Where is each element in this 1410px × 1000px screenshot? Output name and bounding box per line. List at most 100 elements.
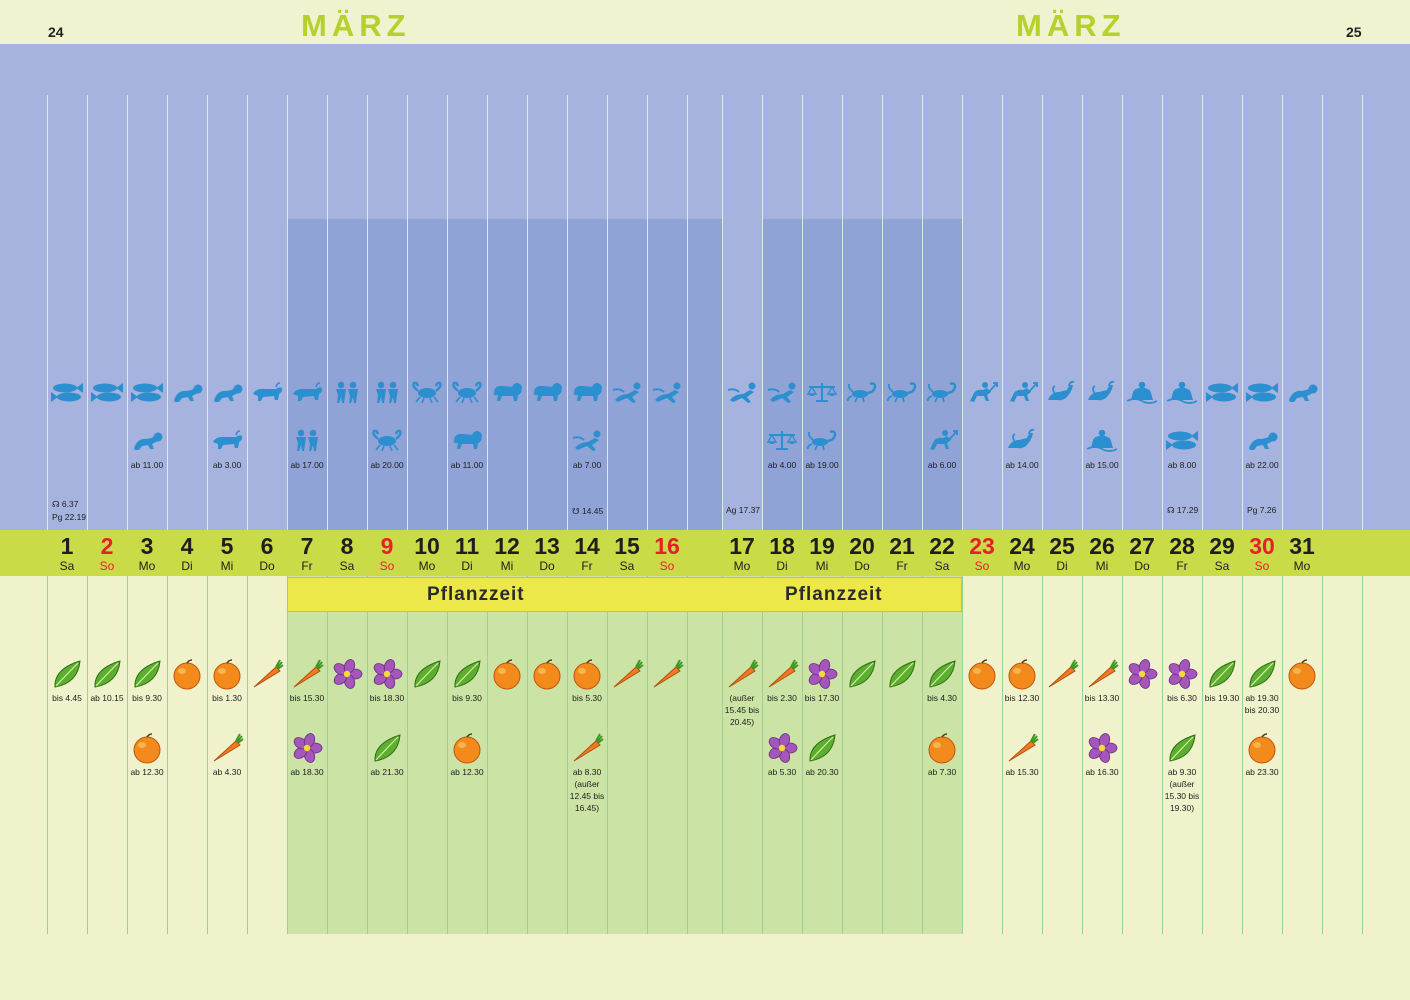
day-name: Sa	[1214, 559, 1230, 573]
fruit-icon	[170, 657, 204, 691]
day-number: 21	[889, 533, 915, 559]
grid-line	[922, 95, 923, 530]
virgo-icon	[570, 428, 604, 452]
fruit-icon	[210, 657, 244, 691]
day-number: 23	[969, 533, 995, 559]
plant-time-label: bis 2.30	[767, 693, 797, 703]
plant-time-label: ab 9.30 (außer 15.30 bis 19.30)	[1164, 767, 1200, 813]
grid-line	[762, 95, 763, 530]
zodiac-change-time: ab 4.00	[767, 460, 797, 470]
grid-line	[167, 576, 168, 934]
grid-line	[487, 576, 488, 934]
day-cell: 2 So	[87, 530, 127, 576]
day-cell: 31 Mo	[1282, 530, 1322, 576]
zodiac-change-time: ab 3.00	[212, 460, 242, 470]
fruit-icon	[1285, 657, 1319, 691]
root-icon	[1045, 657, 1079, 691]
day-number: 24	[1009, 533, 1035, 559]
grid-line	[127, 576, 128, 934]
flower-icon	[330, 657, 364, 691]
leaf-icon	[845, 657, 879, 691]
gemini-icon	[370, 380, 404, 404]
fruit-icon	[965, 657, 999, 691]
aquarius-icon	[1085, 428, 1119, 452]
grid-line	[47, 576, 48, 934]
day-name: Fr	[1176, 559, 1188, 573]
capricorn-icon	[1005, 428, 1039, 452]
zodiac-change-time: ab 14.00	[1005, 460, 1039, 470]
virgo-icon	[725, 380, 759, 404]
grid-line	[407, 576, 408, 934]
day-number: 13	[534, 533, 560, 559]
capricorn-icon	[1045, 380, 1079, 404]
flower-icon	[765, 731, 799, 765]
aries-icon	[170, 380, 204, 404]
day-number: 27	[1129, 533, 1155, 559]
grid-line	[367, 576, 368, 934]
pisces-icon	[1245, 380, 1279, 404]
zodiac-change-time: ab 11.00	[130, 460, 164, 470]
grid-line	[527, 576, 528, 934]
plant-time-label: bis 19.30	[1204, 693, 1240, 703]
grid-line	[647, 95, 648, 530]
root-icon	[610, 657, 644, 691]
grid-line	[1362, 95, 1363, 530]
plant-time-label: bis 18.30	[369, 693, 405, 703]
grid-line	[207, 576, 208, 934]
grid-line	[1202, 576, 1203, 934]
grid-line	[1082, 95, 1083, 530]
grid-line	[1242, 576, 1243, 934]
day-cell: 21 Fr	[882, 530, 922, 576]
grid-line	[87, 576, 88, 934]
grid-line	[127, 95, 128, 530]
day-name: Mi	[220, 559, 234, 573]
plant-time-label: ab 16.30	[1085, 767, 1119, 777]
day-name: Do	[1134, 559, 1150, 573]
leaf-icon	[370, 731, 404, 765]
grid-line	[527, 95, 528, 530]
day-number: 11	[454, 533, 480, 559]
day-number: 1	[60, 533, 74, 559]
day-number: 17	[729, 533, 755, 559]
leo-icon	[530, 380, 564, 404]
day-name: Sa	[59, 559, 75, 573]
grid-line	[882, 576, 883, 934]
pisces-icon	[1205, 380, 1239, 404]
taurus-icon	[210, 428, 244, 452]
aquarius-icon	[1165, 380, 1199, 404]
day-cell: 23 So	[962, 530, 1002, 576]
day-number: 25	[1049, 533, 1075, 559]
root-icon	[725, 657, 759, 691]
day-cell: 22 Sa	[922, 530, 962, 576]
scorpio-icon	[845, 380, 879, 404]
pisces-icon	[1165, 428, 1199, 452]
day-number: 5	[220, 533, 234, 559]
grid-line	[607, 576, 608, 934]
day-number: 4	[180, 533, 194, 559]
fruit-icon	[570, 657, 604, 691]
day-cell: 19 Mi	[802, 530, 842, 576]
grid-line	[287, 95, 288, 530]
day-number: 18	[769, 533, 795, 559]
day-number: 14	[574, 533, 600, 559]
page-number-left: 24	[48, 24, 64, 40]
aries-icon	[1245, 428, 1279, 452]
plant-time-label: ab 21.30	[370, 767, 404, 777]
day-name: Mo	[1013, 559, 1031, 573]
day-number: 3	[140, 533, 154, 559]
plant-time-label: ab 20.30	[805, 767, 839, 777]
day-number: 10	[414, 533, 440, 559]
plant-time-label: bis 4.45	[52, 693, 82, 703]
day-number: 16	[654, 533, 680, 559]
zodiac-change-time: ab 17.00	[290, 460, 324, 470]
taurus-icon	[290, 380, 324, 404]
day-cell: 28 Fr	[1162, 530, 1202, 576]
zodiac-change-time: ab 7.00	[572, 460, 602, 470]
root-icon	[290, 657, 324, 691]
day-name: Fr	[301, 559, 313, 573]
leaf-icon	[805, 731, 839, 765]
grid-line	[367, 95, 368, 530]
moon-event-label: Pg 7.26	[1247, 505, 1277, 515]
day-cell: 12 Mi	[487, 530, 527, 576]
